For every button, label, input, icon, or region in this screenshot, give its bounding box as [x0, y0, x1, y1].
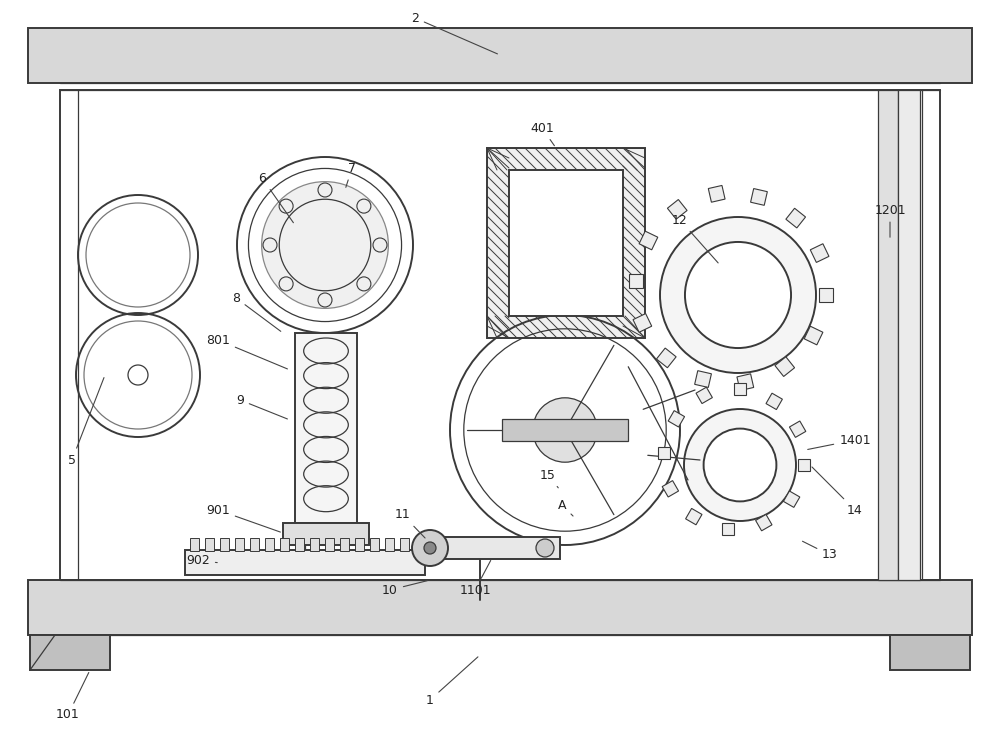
Bar: [60, 90, 940, 580]
Bar: [751, 188, 767, 206]
Text: 9: 9: [236, 394, 287, 419]
Bar: [662, 480, 679, 497]
Text: 13: 13: [802, 541, 838, 562]
Bar: [783, 491, 800, 508]
Bar: [658, 447, 670, 459]
Circle shape: [412, 530, 448, 566]
Text: 7: 7: [346, 161, 356, 187]
Bar: [295, 333, 357, 523]
Bar: [28, 580, 972, 635]
Bar: [354, 538, 364, 551]
Bar: [234, 538, 244, 551]
Bar: [294, 538, 304, 551]
Bar: [283, 523, 369, 545]
Text: 2: 2: [411, 11, 497, 54]
Bar: [400, 538, 409, 551]
Bar: [205, 538, 214, 551]
Bar: [686, 508, 702, 525]
Text: 1201: 1201: [874, 203, 906, 237]
Bar: [639, 231, 658, 250]
Bar: [509, 170, 623, 316]
Text: 8: 8: [232, 291, 281, 331]
Bar: [28, 28, 972, 83]
Text: 902: 902: [186, 553, 217, 566]
Bar: [798, 459, 810, 471]
Bar: [766, 393, 782, 410]
Bar: [708, 185, 725, 203]
Bar: [502, 419, 628, 441]
Bar: [629, 274, 643, 288]
Bar: [695, 370, 711, 388]
Bar: [819, 288, 833, 302]
Bar: [324, 538, 334, 551]
Bar: [487, 148, 645, 338]
Bar: [890, 635, 970, 670]
Bar: [310, 538, 319, 551]
Text: 801: 801: [206, 334, 287, 369]
Bar: [667, 200, 687, 219]
Text: 10: 10: [382, 581, 427, 596]
Bar: [734, 383, 746, 395]
Circle shape: [704, 428, 776, 501]
Bar: [737, 373, 754, 391]
Bar: [633, 313, 652, 332]
Text: 1: 1: [426, 657, 478, 706]
Bar: [789, 421, 806, 437]
Circle shape: [533, 398, 597, 462]
Bar: [250, 538, 259, 551]
Bar: [668, 410, 685, 427]
Bar: [384, 538, 394, 551]
Bar: [264, 538, 274, 551]
Bar: [280, 538, 289, 551]
Text: 11: 11: [395, 508, 425, 538]
Text: 14: 14: [812, 467, 863, 517]
Bar: [370, 538, 379, 551]
Bar: [190, 538, 199, 551]
Text: 901: 901: [206, 504, 280, 532]
Bar: [878, 90, 898, 580]
Text: 6: 6: [258, 172, 293, 223]
Bar: [220, 538, 229, 551]
Text: 15: 15: [540, 468, 558, 488]
Bar: [810, 244, 829, 263]
Text: 401: 401: [530, 121, 554, 146]
Text: 5: 5: [68, 377, 104, 467]
Text: A: A: [558, 498, 573, 516]
Text: 12: 12: [672, 214, 718, 263]
Bar: [656, 348, 676, 367]
Bar: [756, 514, 772, 531]
Text: 1401: 1401: [808, 434, 871, 450]
Circle shape: [536, 539, 554, 557]
Bar: [722, 523, 734, 535]
Bar: [898, 90, 920, 580]
Circle shape: [424, 542, 436, 554]
Bar: [786, 209, 806, 228]
Bar: [696, 387, 712, 404]
Text: 1101: 1101: [459, 560, 491, 596]
Text: 101: 101: [56, 672, 89, 721]
Bar: [804, 326, 823, 345]
Circle shape: [660, 217, 816, 373]
Bar: [340, 538, 349, 551]
Circle shape: [685, 242, 791, 348]
Bar: [185, 550, 425, 575]
Bar: [430, 537, 560, 559]
Circle shape: [684, 409, 796, 521]
Bar: [30, 635, 110, 670]
Bar: [775, 357, 795, 376]
Circle shape: [262, 181, 388, 309]
